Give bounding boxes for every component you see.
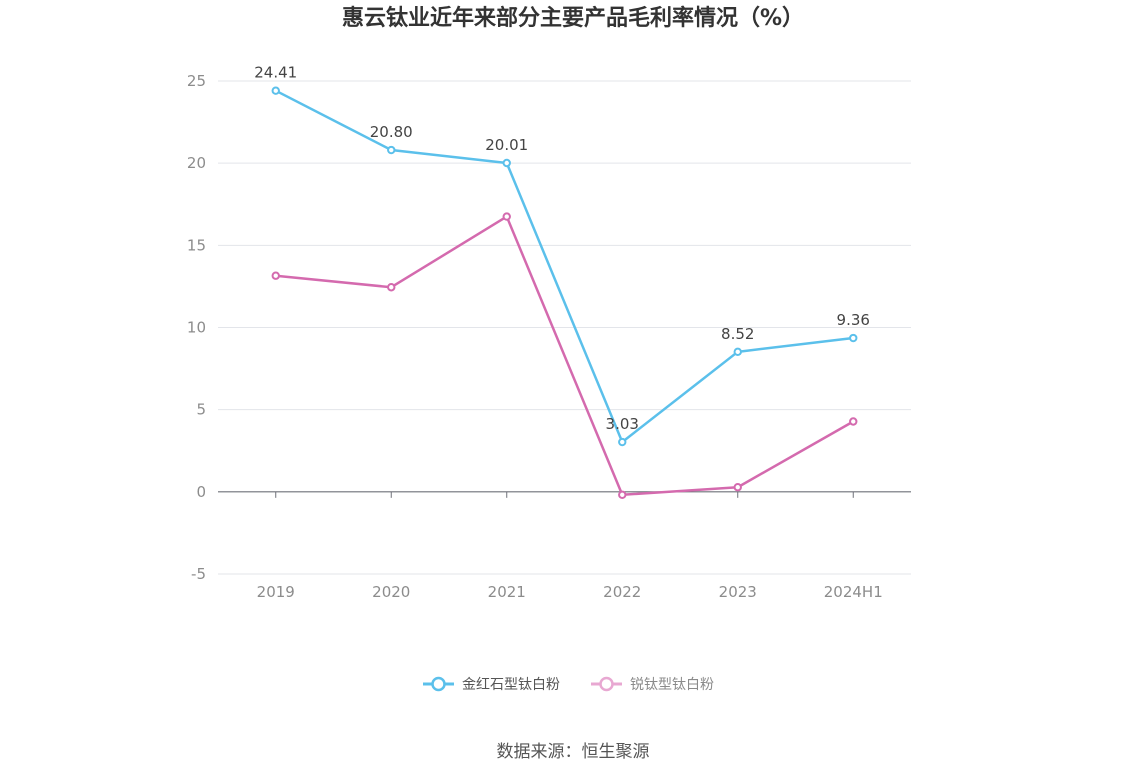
legend-label: 金红石型钛白粉 <box>462 677 560 693</box>
y-tick-label: 20 <box>187 154 206 172</box>
legend-marker <box>431 676 446 692</box>
source-note: 数据来源：恒生聚源 <box>497 742 650 762</box>
data-point <box>502 158 511 168</box>
data-point <box>733 483 742 492</box>
y-tick-label: 0 <box>196 483 206 501</box>
data-point <box>271 271 280 280</box>
y-tick-label: 10 <box>187 319 206 337</box>
data-label: 20.01 <box>485 136 528 154</box>
x-tick-label: 2019 <box>257 583 295 601</box>
data-point <box>502 212 511 221</box>
data-point <box>618 490 627 499</box>
series-layer <box>271 86 858 499</box>
data-point <box>733 347 742 357</box>
x-tick-label: 2024H1 <box>824 583 883 601</box>
data-point <box>387 283 396 292</box>
data-label: 20.80 <box>370 123 413 141</box>
data-label: 24.41 <box>254 64 297 82</box>
y-tick-label: 25 <box>187 72 206 90</box>
data-point <box>618 437 627 447</box>
data-point <box>271 86 280 95</box>
data-point <box>849 333 858 343</box>
legend-item[interactable]: 锐钛型钛白粉 <box>591 676 714 693</box>
data-point <box>387 145 396 155</box>
x-tick-label: 2021 <box>488 583 526 601</box>
data-point <box>849 417 858 426</box>
data-label-layer: 24.41 20.80 20.01 3.03 8.52 9.36 <box>254 64 870 433</box>
series-line-1 <box>275 215 854 497</box>
legend-label: 锐钛型钛白粉 <box>630 677 714 693</box>
x-tick-label: 2023 <box>719 583 757 601</box>
y-tick-label: 15 <box>187 236 206 254</box>
y-tick-label: 5 <box>196 401 206 419</box>
y-tick-label: -5 <box>191 565 206 583</box>
data-label: 9.36 <box>837 311 870 329</box>
x-tick-label: 2022 <box>603 583 641 601</box>
series-line-0 <box>275 89 854 444</box>
legend: 金红石型钛白粉 锐钛型钛白粉 <box>423 676 714 693</box>
grid-layer <box>218 80 911 575</box>
x-tick-label: 2020 <box>372 583 410 601</box>
data-label: 3.03 <box>606 415 639 433</box>
data-label: 8.52 <box>721 325 754 343</box>
axis-layer: 25 20 15 10 5 0 -5 2019 2020 2021 2022 2023 2024H1 <box>187 72 911 601</box>
legend-item[interactable]: 金红石型钛白粉 <box>423 676 560 693</box>
chart-title: 惠云钛业近年来部分主要产品毛利率情况（%） <box>342 5 804 31</box>
legend-marker <box>599 676 614 692</box>
